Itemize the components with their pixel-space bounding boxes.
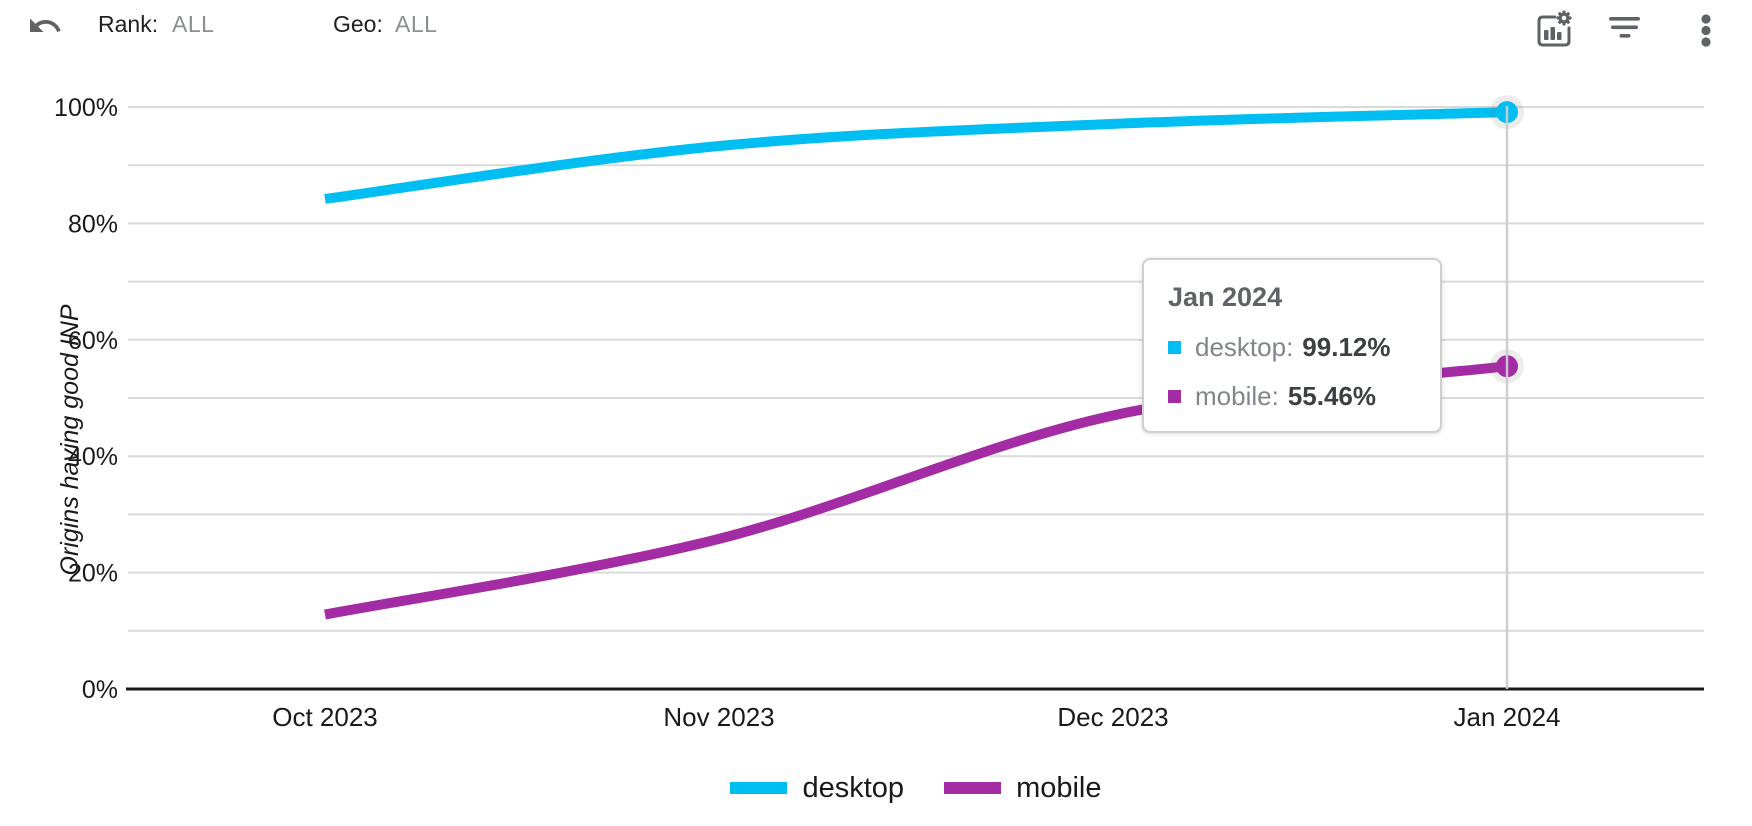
- mobile-legend-swatch: [944, 782, 1002, 794]
- toolbar: Rank: ALL Geo: ALL: [0, 0, 1752, 52]
- geo-filter-label: Geo:: [333, 11, 383, 37]
- undo-icon[interactable]: [27, 8, 63, 44]
- chart-tooltip: Jan 2024 desktop: 99.12% mobile: 55.46%: [1142, 258, 1442, 433]
- desktop-legend-swatch: [730, 782, 788, 794]
- desktop-series-swatch: [1168, 340, 1181, 354]
- mobile-series-swatch: [1168, 389, 1181, 403]
- y-tick-label: 0%: [82, 676, 118, 704]
- tooltip-desktop-value: 99.12%: [1302, 331, 1391, 362]
- y-tick-label: 20%: [68, 560, 118, 588]
- y-axis-title: Origins having good INP: [56, 304, 84, 575]
- tooltip-mobile-value: 55.46%: [1287, 380, 1377, 411]
- geo-filter-value[interactable]: ALL: [395, 11, 438, 37]
- x-tick-label: Nov 2023: [663, 702, 774, 732]
- tooltip-mobile-label: mobile:: [1195, 380, 1279, 411]
- mobile-legend-label: mobile: [1016, 771, 1102, 804]
- y-tick-label: 40%: [68, 443, 118, 471]
- more-options-icon[interactable]: [1690, 8, 1724, 52]
- tooltip-title: Jan 2024: [1168, 282, 1283, 312]
- chart-legend: desktop mobile: [128, 766, 1704, 810]
- chart-settings-icon[interactable]: [1534, 8, 1574, 48]
- legend-item-desktop[interactable]: desktop: [730, 772, 904, 805]
- y-tick-label: 100%: [54, 94, 118, 122]
- filter-icon[interactable]: [1608, 14, 1642, 42]
- y-tick-label: 80%: [68, 210, 118, 238]
- tooltip-row-desktop: desktop: 99.12%: [1168, 332, 1440, 362]
- rank-filter-value[interactable]: ALL: [172, 11, 215, 37]
- x-tick-label: Jan 2024: [1454, 702, 1561, 732]
- series-line-desktop[interactable]: [324, 107, 1508, 204]
- legend-item-mobile[interactable]: mobile: [944, 771, 1102, 805]
- x-tick-label: Oct 2023: [272, 702, 378, 732]
- y-tick-label: 60%: [68, 327, 118, 355]
- tooltip-desktop-label: desktop:: [1195, 331, 1294, 362]
- x-tick-label: Dec 2023: [1057, 702, 1168, 732]
- desktop-legend-label: desktop: [802, 771, 905, 804]
- tooltip-row-mobile: mobile: 55.46%: [1168, 381, 1440, 411]
- rank-filter-label: Rank:: [98, 11, 159, 37]
